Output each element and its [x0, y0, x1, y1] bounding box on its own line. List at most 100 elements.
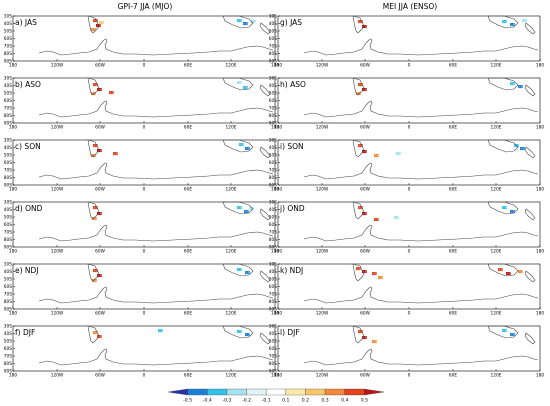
anomaly-cell [94, 269, 97, 271]
antarctica-coastline [303, 286, 539, 304]
anomaly-cell [394, 216, 396, 218]
anomaly-cell [248, 272, 250, 275]
anomaly-cell [363, 271, 366, 274]
anomaly-cell [359, 144, 362, 146]
anomaly-cell [246, 333, 249, 335]
lon-tick-label: 180 [9, 249, 17, 255]
anomaly-cell [517, 145, 519, 148]
anomaly-cell [521, 85, 523, 87]
anomaly-cell [394, 217, 396, 220]
anomaly-cell [245, 272, 247, 275]
anomaly-cell [237, 269, 239, 272]
anomaly-cell [93, 206, 95, 208]
anomaly-cell [240, 268, 242, 270]
anomaly-cell [522, 20, 524, 23]
lat-tick-label: 50S [4, 91, 12, 97]
lon-tick-label: 60E [184, 373, 192, 379]
anomaly-cell [97, 88, 99, 90]
lon-tick-label: 120E [491, 63, 502, 69]
lon-tick-label: 180 [536, 373, 544, 379]
lon-tick-label: 120E [491, 311, 502, 317]
lat-tick-label: 30S [4, 138, 12, 144]
anomaly-cell [396, 153, 398, 156]
antarctica-coastline [303, 100, 539, 118]
anomaly-cell [396, 152, 398, 154]
south-america-outline [352, 15, 365, 34]
anomaly-cell [358, 21, 360, 24]
anomaly-cell [523, 19, 526, 21]
anomaly-cell [363, 270, 366, 272]
lat-tick-label: 80S [269, 237, 277, 243]
anomaly-cell [359, 268, 361, 271]
anomaly-cell [238, 330, 241, 332]
south-america-outline [87, 15, 100, 34]
anomaly-cell [506, 272, 508, 274]
anomaly-cell [510, 210, 512, 212]
australia-outline [222, 263, 254, 277]
anomaly-cell [95, 280, 97, 283]
anomaly-cell [97, 335, 99, 337]
anomaly-cell [397, 217, 399, 220]
anomaly-cell [94, 145, 97, 148]
anomaly-cell [100, 212, 102, 214]
south-america-outline [87, 325, 100, 344]
anomaly-cell [359, 93, 361, 96]
anomaly-cell [505, 20, 507, 22]
south-america-outline [352, 201, 365, 220]
lon-tick-label: 0 [408, 63, 411, 69]
lon-tick-label: 0 [143, 311, 146, 317]
anomaly-cell [502, 21, 504, 24]
lat-tick-label: 70S [4, 168, 12, 174]
anomaly-cell [248, 271, 250, 273]
anomaly-cell [94, 207, 97, 210]
south-america-outline [87, 139, 100, 158]
new-zealand-outline [524, 84, 536, 97]
anomaly-cell [252, 20, 255, 22]
lon-tick-label: 60E [184, 187, 192, 193]
lat-tick-label: 80S [269, 51, 277, 57]
lon-tick-label: 120W [51, 311, 64, 317]
anomaly-cell [397, 216, 399, 218]
anomaly-cell [359, 21, 362, 24]
lat-tick-label: 40S [4, 269, 12, 275]
lat-tick-label: 40S [269, 269, 277, 275]
anomaly-cell [362, 88, 364, 90]
anomaly-cell [362, 336, 364, 338]
lat-tick-label: 80S [4, 237, 12, 243]
lon-tick-label: 180 [274, 311, 282, 317]
anomaly-cell [94, 84, 97, 87]
anomaly-cell [521, 148, 524, 151]
anomaly-cell [515, 144, 518, 146]
anomaly-cell [100, 22, 103, 25]
anomaly-cell [94, 28, 96, 30]
lon-tick-label: 180 [274, 187, 282, 193]
anomaly-cell [97, 212, 99, 214]
lon-tick-label: 120E [491, 249, 502, 255]
australia-outline [222, 201, 254, 215]
anomaly-cell [159, 330, 162, 333]
lat-tick-label: 60S [4, 222, 12, 228]
anomaly-cell [249, 207, 251, 209]
anomaly-cell [249, 208, 251, 211]
anomaly-cell [375, 272, 377, 274]
panel-label: h) ASO [280, 80, 306, 89]
anomaly-cell [381, 277, 383, 280]
anomaly-cell [244, 87, 247, 90]
anomaly-cell [109, 91, 111, 93]
anomaly-cell [93, 83, 95, 85]
australia-outline [222, 15, 254, 29]
anomaly-cell [361, 330, 363, 332]
anomaly-cell [242, 144, 244, 147]
lat-tick-label: 50S [269, 29, 277, 35]
anomaly-cell [100, 89, 102, 92]
anomaly-cell [519, 85, 522, 87]
anomaly-cell [93, 332, 95, 335]
anomaly-cell [237, 206, 239, 208]
anomaly-cell [358, 207, 360, 210]
anomaly-cell [517, 144, 519, 146]
anomaly-cell [359, 84, 362, 87]
